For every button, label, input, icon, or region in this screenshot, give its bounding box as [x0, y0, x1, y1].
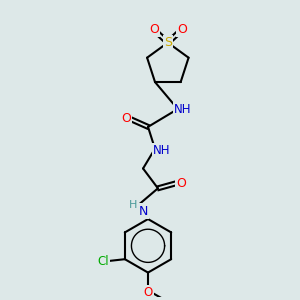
- Text: O: O: [176, 177, 186, 190]
- Text: O: O: [121, 112, 131, 125]
- Text: O: O: [143, 286, 153, 299]
- Text: O: O: [149, 23, 159, 36]
- Text: Cl: Cl: [97, 255, 109, 268]
- Text: S: S: [164, 36, 172, 49]
- Text: N: N: [138, 205, 148, 218]
- Text: NH: NH: [174, 103, 191, 116]
- Text: H: H: [129, 200, 137, 210]
- Text: O: O: [177, 23, 187, 36]
- Text: NH: NH: [153, 144, 171, 157]
